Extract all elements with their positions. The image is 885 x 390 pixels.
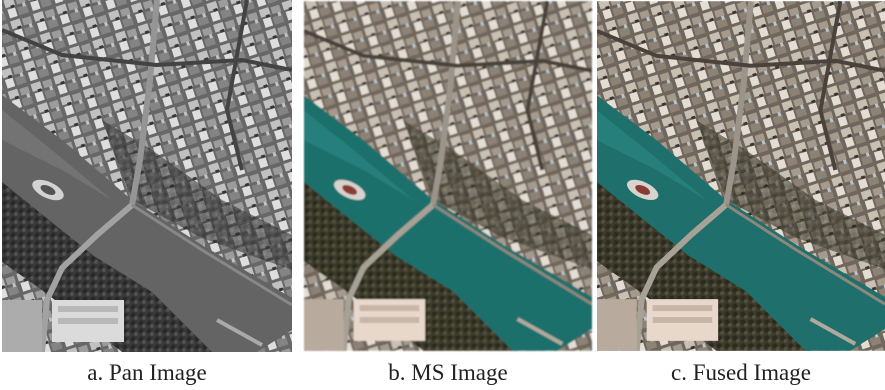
panel-pan bbox=[2, 0, 292, 352]
fused-image bbox=[597, 1, 885, 351]
ms-image bbox=[304, 1, 592, 351]
caption: a. Pan Image bbox=[87, 360, 206, 385]
panel-ms bbox=[304, 1, 592, 351]
figure-canvas: a. Pan Image b. MS Image c. Fused Image bbox=[0, 0, 885, 390]
caption: c. Fused Image bbox=[671, 360, 811, 385]
caption: b. MS Image bbox=[388, 360, 507, 385]
figure: a. Pan Image b. MS Image c. Fused Image … bbox=[0, 0, 885, 390]
pan-image bbox=[2, 0, 292, 352]
panel-fused bbox=[597, 1, 885, 351]
